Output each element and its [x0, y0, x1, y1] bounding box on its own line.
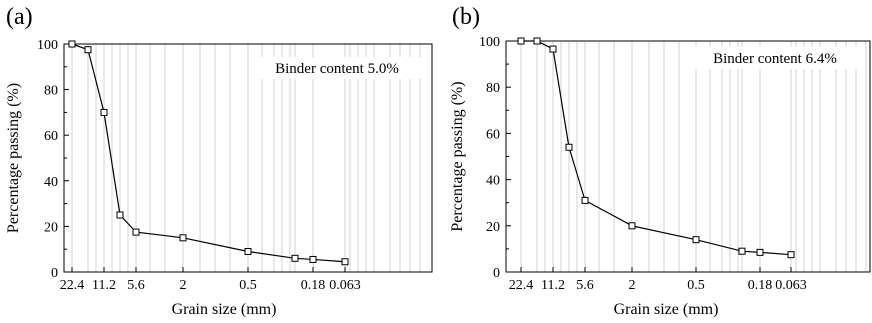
data-point-marker [309, 255, 317, 263]
annotation-box [252, 57, 422, 79]
x-tick-label: 22.4 [60, 278, 85, 293]
x-tick-label: 11.2 [92, 278, 116, 293]
y-tick-label: 40 [44, 175, 58, 190]
x-tick-label: 11.2 [541, 278, 565, 293]
chart-panel-2: 0 20 40 60 80 100 22.4 11.2 5.6 2 0.5 0.18 0.063 Grai… [449, 4, 871, 318]
grading-curve-line [71, 43, 346, 263]
panel-label: (a) [6, 4, 33, 30]
chart-panel-1: 0 20 40 60 80 100 22.4 11.2 5.6 2 0.5 0.18 0.063 Grai… [5, 4, 433, 318]
data-point-marker [68, 40, 76, 48]
y-tick-label: 80 [486, 81, 500, 96]
y-tick-label: 40 [486, 174, 500, 189]
data-point-marker [100, 108, 108, 116]
y-tick-label: 80 [44, 84, 58, 99]
x-tick-label: 0.18 [748, 278, 773, 293]
data-point-marker [533, 37, 541, 45]
panel-label: (b) [452, 4, 480, 30]
data-point-marker [132, 228, 140, 236]
data-point-marker [341, 258, 349, 266]
y-tick-label: 60 [486, 127, 500, 142]
annotation-box [690, 47, 860, 69]
y-tick-label: 0 [493, 266, 500, 281]
x-tick-label: 0.5 [687, 278, 705, 293]
data-point-marker [179, 234, 187, 242]
data-point-marker [581, 196, 589, 204]
y-axis-title: Percentage passing (%) [449, 81, 466, 231]
x-tick-label: 0.5 [239, 278, 257, 293]
x-tick-label: 0.063 [329, 278, 361, 293]
data-point-marker [692, 236, 700, 244]
data-point-marker [756, 248, 764, 256]
x-tick-label: 0.063 [775, 278, 807, 293]
y-tick-label: 100 [479, 35, 500, 50]
data-point-marker [244, 247, 252, 255]
x-tick-label: 22.4 [509, 278, 534, 293]
y-tick-label: 60 [44, 129, 58, 144]
data-point-marker [628, 222, 636, 230]
x-axis-title: Grain size (mm) [614, 301, 719, 318]
x-tick-label: 5.6 [127, 278, 145, 293]
y-tick-label: 0 [51, 266, 58, 281]
data-point-marker [787, 251, 795, 259]
y-tick-label: 20 [44, 220, 58, 235]
annotation-text: Binder content 6.4% [713, 51, 837, 67]
x-axis-title: Grain size (mm) [172, 301, 277, 318]
data-point-marker [84, 46, 92, 54]
data-point-marker [291, 254, 299, 262]
data-point-marker [738, 247, 746, 255]
x-tick-label: 0.18 [301, 278, 326, 293]
x-tick-label: 2 [629, 278, 636, 293]
grading-curve-line [521, 40, 792, 256]
data-point-marker [549, 45, 557, 53]
annotation-text: Binder content 5.0% [275, 61, 399, 77]
data-point-marker [565, 143, 573, 151]
y-tick-label: 100 [37, 38, 58, 53]
x-tick-label: 2 [180, 278, 187, 293]
data-point-marker [517, 37, 525, 45]
x-tick-label: 5.6 [576, 278, 594, 293]
y-tick-label: 20 [486, 220, 500, 235]
data-point-marker [116, 211, 124, 219]
y-axis-title: Percentage passing (%) [5, 83, 22, 233]
